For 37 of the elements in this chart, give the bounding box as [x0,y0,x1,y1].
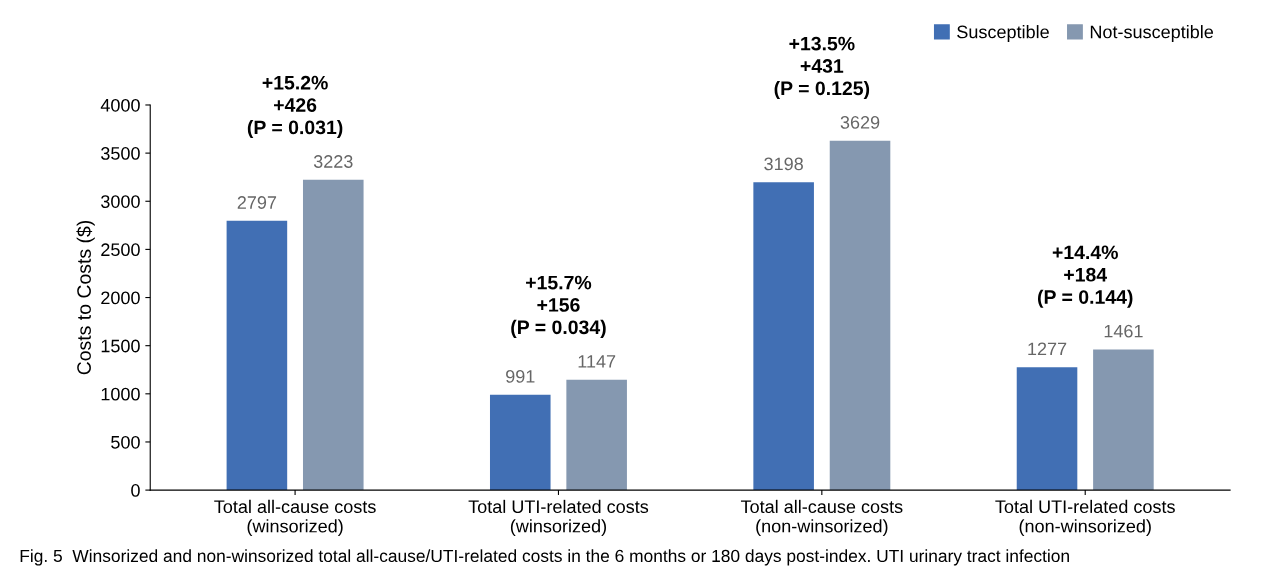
text: +13.5% +431 (P = 0.125) [774,36,870,100]
y-tick-label: 500 [111,435,140,449]
bar [829,140,891,491]
data-label: 3629 [840,116,880,129]
data-label: 1277 [1028,342,1067,356]
x-tick-label: Total all-cause costs (non-winsorized) [740,499,903,537]
y-tick-label: 1000 [101,387,140,401]
y-tick-label: 2000 [101,291,140,305]
data-label: 991 [506,370,535,383]
y-tick-label: 4000 [100,98,140,112]
x-tick-label: Total all-cause costs (winsorized) [214,499,376,537]
y-tick-label: 1500 [101,339,140,353]
data-label: 3223 [313,155,353,168]
y-axis-title: Costs to Costs ($) [76,220,95,375]
bar [566,379,627,491]
bar [302,179,364,491]
bar [489,394,551,491]
y-tick-label: 3500 [101,147,140,160]
legend-label: Not-susceptible [1090,25,1214,42]
annotation: +14.4% +184 (P = 0.144) [1037,245,1133,308]
bar [226,220,288,491]
caption: Fig. 5 Winsorized and non-winsorized total all-cause/UTI-related costs in the 6 months or 180 days post-index. UTI urinary tract infection [20,549,1069,566]
y-tick-label: 3000 [101,195,140,208]
x-tick-label: Total UTI-related costs (winsorized) [468,499,649,537]
bar [1093,349,1154,491]
annotation: +15.7% +156 (P = 0.034) [511,275,606,338]
bar [753,182,814,491]
data-label: 1461 [1104,324,1143,338]
x-tick-label: Total UTI-related costs (non-winsorized) [995,499,1175,537]
bar [1016,367,1078,491]
data-label: 3198 [764,157,803,171]
y-tick-label: 2500 [101,243,140,257]
legend-label: Susceptible [957,25,1049,42]
data-label: 2797 [237,196,277,209]
y-tick-label: 0 [131,484,140,497]
data-label: 1147 [578,355,616,368]
annotation: +15.2% +426 (P = 0.031) [247,75,343,139]
